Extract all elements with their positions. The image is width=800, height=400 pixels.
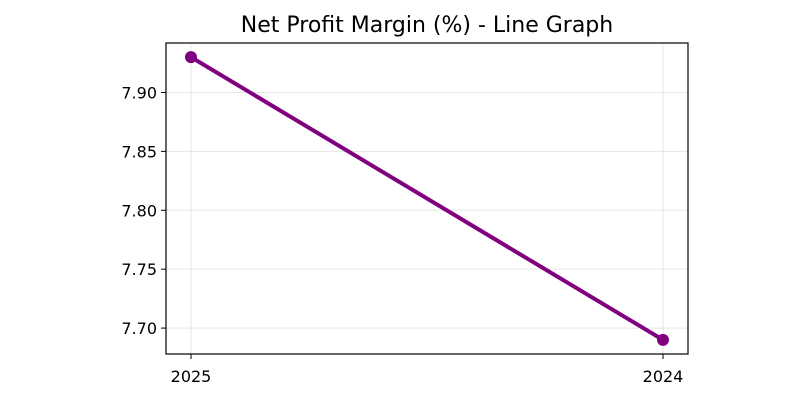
data-point	[657, 333, 669, 346]
data-points	[185, 51, 669, 346]
y-tick-label: 7.80	[121, 201, 157, 220]
y-tick-label: 7.70	[121, 319, 157, 338]
x-tick-label: 2025	[171, 367, 212, 386]
series-lines	[189, 55, 665, 342]
chart-title: Net Profit Margin (%) - Line Graph	[241, 13, 613, 38]
y-tick-label: 7.85	[121, 142, 157, 161]
data-point	[185, 51, 197, 64]
x-axis: 2025 2024	[171, 354, 684, 386]
y-axis: 7.70 7.75 7.80 7.85 7.90	[121, 83, 166, 338]
x-tick-label: 2024	[643, 367, 684, 386]
y-tick-label: 7.90	[121, 83, 157, 102]
y-tick-label: 7.75	[121, 260, 157, 279]
series-line	[189, 55, 665, 342]
plot-frame	[165, 42, 689, 355]
